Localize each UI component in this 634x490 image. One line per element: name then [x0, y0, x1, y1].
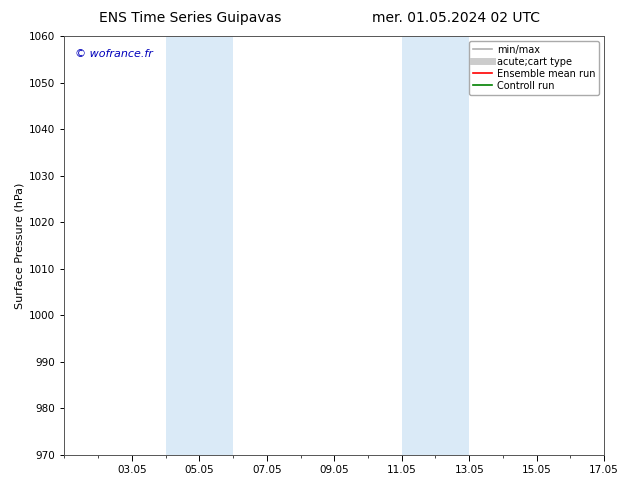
- Text: ENS Time Series Guipavas: ENS Time Series Guipavas: [99, 11, 281, 25]
- Text: © wofrance.fr: © wofrance.fr: [75, 49, 153, 59]
- Text: mer. 01.05.2024 02 UTC: mer. 01.05.2024 02 UTC: [373, 11, 540, 25]
- Legend: min/max, acute;cart type, Ensemble mean run, Controll run: min/max, acute;cart type, Ensemble mean …: [469, 41, 599, 95]
- Y-axis label: Surface Pressure (hPa): Surface Pressure (hPa): [15, 182, 25, 309]
- Bar: [402, 36, 469, 455]
- Bar: [165, 36, 233, 455]
